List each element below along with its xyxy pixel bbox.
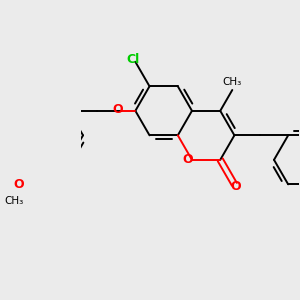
Text: O: O (14, 178, 24, 191)
Text: CH₃: CH₃ (223, 77, 242, 87)
Text: CH₃: CH₃ (5, 196, 24, 206)
Text: O: O (182, 153, 193, 166)
Text: Cl: Cl (127, 53, 140, 66)
Text: O: O (230, 180, 241, 193)
Text: O: O (112, 103, 123, 116)
